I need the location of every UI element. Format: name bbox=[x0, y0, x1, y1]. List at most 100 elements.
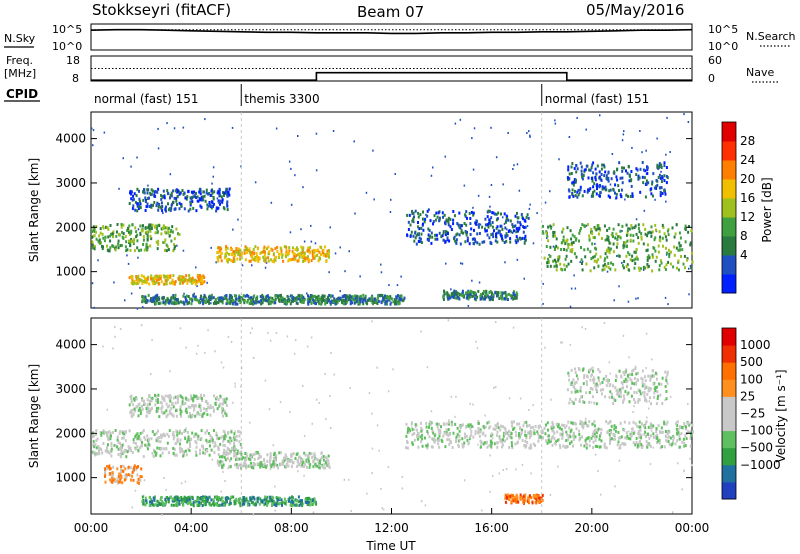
range-cell bbox=[226, 257, 229, 261]
range-cell bbox=[594, 167, 597, 171]
range-cell bbox=[187, 415, 190, 419]
range-cell bbox=[633, 258, 636, 262]
range-cell bbox=[188, 274, 191, 277]
range-cell bbox=[516, 220, 519, 224]
range-cell bbox=[188, 412, 191, 416]
range-cell bbox=[135, 194, 138, 198]
range-cell bbox=[580, 169, 583, 173]
range-cell bbox=[100, 431, 103, 435]
range-cell bbox=[405, 422, 408, 426]
range-cell bbox=[193, 194, 196, 198]
range-cell bbox=[183, 495, 186, 499]
range-cell bbox=[225, 452, 228, 456]
range-cell bbox=[685, 437, 688, 441]
range-cell bbox=[569, 229, 572, 233]
range-cell bbox=[162, 300, 165, 304]
range-cell bbox=[598, 175, 601, 179]
range-cell bbox=[116, 467, 119, 471]
range-cell bbox=[652, 172, 655, 176]
scatter-point bbox=[97, 259, 99, 262]
range-cell bbox=[217, 189, 220, 193]
range-cell bbox=[167, 497, 170, 501]
range-cell bbox=[221, 460, 224, 464]
range-cell bbox=[485, 290, 488, 294]
range-cell bbox=[344, 297, 347, 301]
range-cell bbox=[151, 503, 154, 507]
range-cell bbox=[637, 223, 640, 227]
range-cell bbox=[432, 431, 435, 435]
range-cell bbox=[163, 411, 166, 415]
range-cell bbox=[443, 289, 445, 293]
range-cell bbox=[130, 394, 133, 398]
range-cell bbox=[92, 451, 95, 454]
range-cell bbox=[297, 258, 300, 262]
range-cell bbox=[311, 249, 314, 253]
range-cell bbox=[277, 502, 280, 506]
range-cell bbox=[137, 408, 140, 412]
range-cell bbox=[491, 298, 494, 302]
range-cell bbox=[186, 397, 189, 401]
range-cell bbox=[224, 500, 227, 504]
range-cell bbox=[571, 162, 574, 165]
range-cell bbox=[495, 212, 498, 216]
scatter-point bbox=[220, 490, 222, 493]
range-cell bbox=[243, 301, 246, 305]
noise-right-tick-low: 10^0 bbox=[708, 40, 738, 53]
range-cell bbox=[156, 227, 158, 231]
range-cell bbox=[193, 395, 196, 399]
range-cell bbox=[437, 211, 440, 215]
range-cell bbox=[665, 174, 668, 178]
range-cell bbox=[156, 446, 159, 450]
range-cell bbox=[328, 465, 331, 469]
range-cell bbox=[681, 248, 684, 252]
range-cell bbox=[426, 214, 429, 218]
scatter-point bbox=[557, 465, 559, 468]
range-cell bbox=[554, 441, 556, 445]
range-cell bbox=[524, 238, 527, 242]
range-cell bbox=[212, 502, 214, 506]
scatter-point bbox=[195, 266, 197, 269]
range-cell bbox=[584, 439, 587, 442]
range-cell bbox=[504, 297, 507, 301]
range-cell bbox=[562, 444, 565, 448]
range-cell bbox=[189, 277, 192, 281]
range-cell bbox=[200, 497, 203, 501]
range-cell bbox=[580, 443, 582, 447]
scatter-point bbox=[306, 345, 309, 348]
range-cell bbox=[646, 172, 649, 175]
range-cell bbox=[145, 414, 148, 418]
scatter-point bbox=[210, 407, 212, 409]
range-cell bbox=[607, 239, 610, 243]
range-cell bbox=[650, 225, 653, 229]
range-cell bbox=[636, 445, 639, 449]
range-cell bbox=[470, 227, 473, 231]
scatter-point bbox=[639, 130, 641, 132]
range-cell bbox=[658, 238, 661, 242]
range-cell bbox=[110, 443, 113, 447]
range-cell bbox=[414, 231, 417, 235]
range-cell bbox=[199, 192, 202, 196]
range-cell bbox=[137, 477, 140, 481]
scatter-point bbox=[420, 500, 423, 503]
range-cell bbox=[231, 301, 234, 305]
range-cell bbox=[190, 281, 193, 285]
scatter-point bbox=[581, 420, 584, 423]
range-cell bbox=[296, 253, 299, 257]
range-cell bbox=[223, 256, 226, 260]
range-cell bbox=[490, 233, 493, 237]
scatter-point bbox=[380, 263, 382, 266]
range-cell bbox=[187, 405, 190, 409]
range-cell bbox=[107, 450, 109, 454]
range-cell bbox=[167, 298, 169, 302]
range-cell bbox=[217, 250, 220, 254]
range-cell bbox=[427, 227, 430, 231]
range-cell bbox=[315, 253, 318, 257]
range-cell bbox=[547, 428, 549, 432]
range-cell bbox=[317, 294, 320, 298]
range-cell bbox=[585, 437, 588, 441]
scatter-point bbox=[614, 485, 616, 488]
scatter-point bbox=[584, 327, 587, 330]
range-cell bbox=[523, 421, 526, 425]
range-cell bbox=[626, 239, 629, 243]
scatter-point bbox=[599, 114, 601, 117]
